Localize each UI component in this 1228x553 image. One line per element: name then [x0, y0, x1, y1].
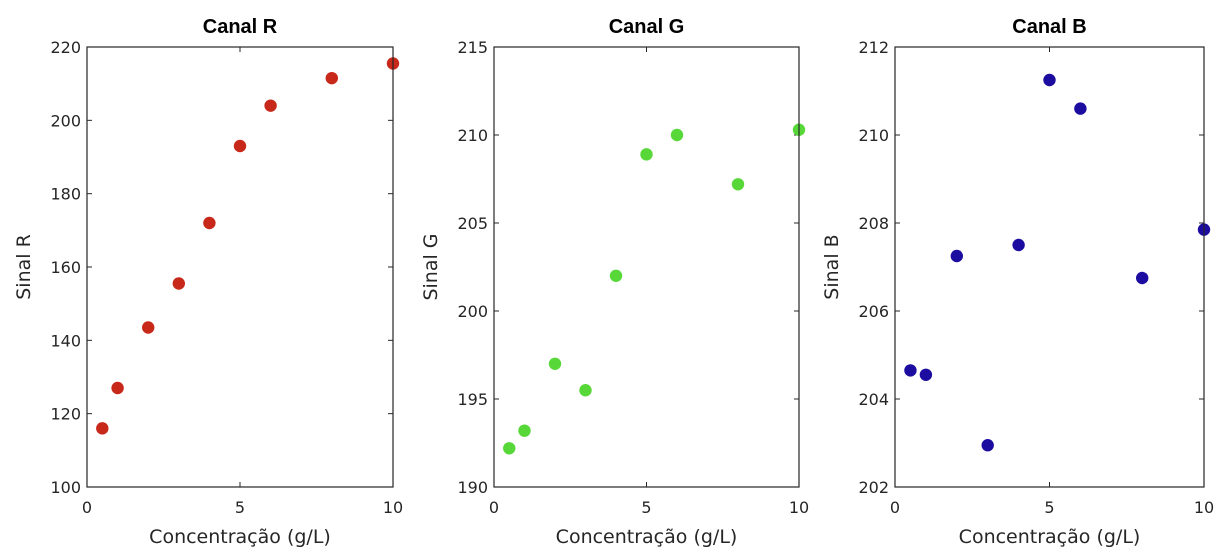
data-point [1136, 271, 1149, 285]
data-point [609, 269, 623, 282]
chart-title: Canal G [609, 16, 685, 38]
chart-panel-canal-g: Canal G 190 195 200 205 210 215 0 5 10 Concentraçã… [420, 16, 809, 548]
data-point [579, 384, 592, 397]
y-tick-label: 208 [858, 214, 889, 233]
x-tick-label: 0 [489, 498, 499, 517]
x-axis-label: Concentração (g/L) [959, 526, 1141, 548]
data-point [950, 249, 963, 263]
y-tick-label: 210 [457, 126, 488, 145]
y-tick-label: 205 [457, 214, 488, 233]
data-point [731, 178, 745, 191]
y-tick-label: 200 [50, 111, 81, 130]
y-tick-label: 200 [457, 302, 488, 321]
y-tick-label: 180 [50, 185, 81, 204]
data-point [142, 321, 155, 334]
y-tick-label: 140 [50, 331, 81, 350]
y-tick-label: 215 [457, 38, 488, 57]
x-tick-label: 5 [641, 498, 651, 517]
x-axis-label: Concentração (g/L) [556, 526, 738, 548]
y-tick-label: 210 [858, 126, 889, 145]
data-point [96, 422, 109, 435]
data-point [981, 439, 994, 452]
data-point [264, 99, 277, 112]
data-point [1043, 73, 1056, 87]
chart-panel-canal-r: Canal R 100 120 140 160 180 200 220 0 5 10 Concentr… [13, 16, 403, 548]
data-point [670, 128, 684, 142]
x-tick-label: 0 [890, 498, 900, 517]
y-tick-label: 190 [457, 478, 488, 497]
x-tick-label: 0 [82, 498, 92, 517]
chart-title: Canal B [1012, 16, 1086, 38]
y-tick-label: 160 [50, 258, 81, 277]
data-point [111, 381, 124, 395]
y-tick-label: 195 [457, 390, 488, 409]
data-point [904, 364, 917, 377]
chart-title: Canal R [203, 16, 278, 38]
y-tick-label: 220 [50, 38, 81, 57]
data-point [325, 71, 338, 85]
y-axis-label: Sinal R [13, 234, 35, 300]
x-tick-label: 5 [1044, 498, 1054, 517]
data-point [548, 357, 562, 370]
data-point [203, 216, 216, 230]
data-point [1074, 102, 1087, 115]
plot-frame [493, 46, 800, 488]
x-axis-label: Concentração (g/L) [149, 526, 331, 548]
y-tick-label: 202 [858, 478, 889, 497]
y-tick-label: 204 [858, 390, 889, 409]
data-point [503, 442, 516, 455]
y-axis-label: Sinal B [821, 234, 843, 299]
data-point [1012, 238, 1025, 252]
data-point [233, 139, 247, 153]
plot-frame [86, 46, 394, 488]
y-tick-label: 120 [50, 405, 81, 424]
x-tick-label: 10 [789, 498, 809, 517]
plot-frame [894, 46, 1205, 488]
data-point [518, 424, 531, 437]
y-tick-label: 206 [858, 302, 889, 321]
x-tick-label: 10 [383, 498, 403, 517]
y-axis-label: Sinal G [420, 233, 442, 300]
data-point [919, 368, 933, 381]
x-tick-label: 10 [1194, 498, 1214, 517]
y-tick-label: 212 [858, 38, 889, 57]
data-point [172, 277, 185, 290]
x-tick-label: 5 [235, 498, 245, 517]
data-point [640, 148, 653, 161]
chart-panel-canal-b: Canal B 202 204 206 208 210 212 0 5 10 Concentraçã… [821, 16, 1214, 548]
y-tick-label: 100 [50, 478, 81, 497]
